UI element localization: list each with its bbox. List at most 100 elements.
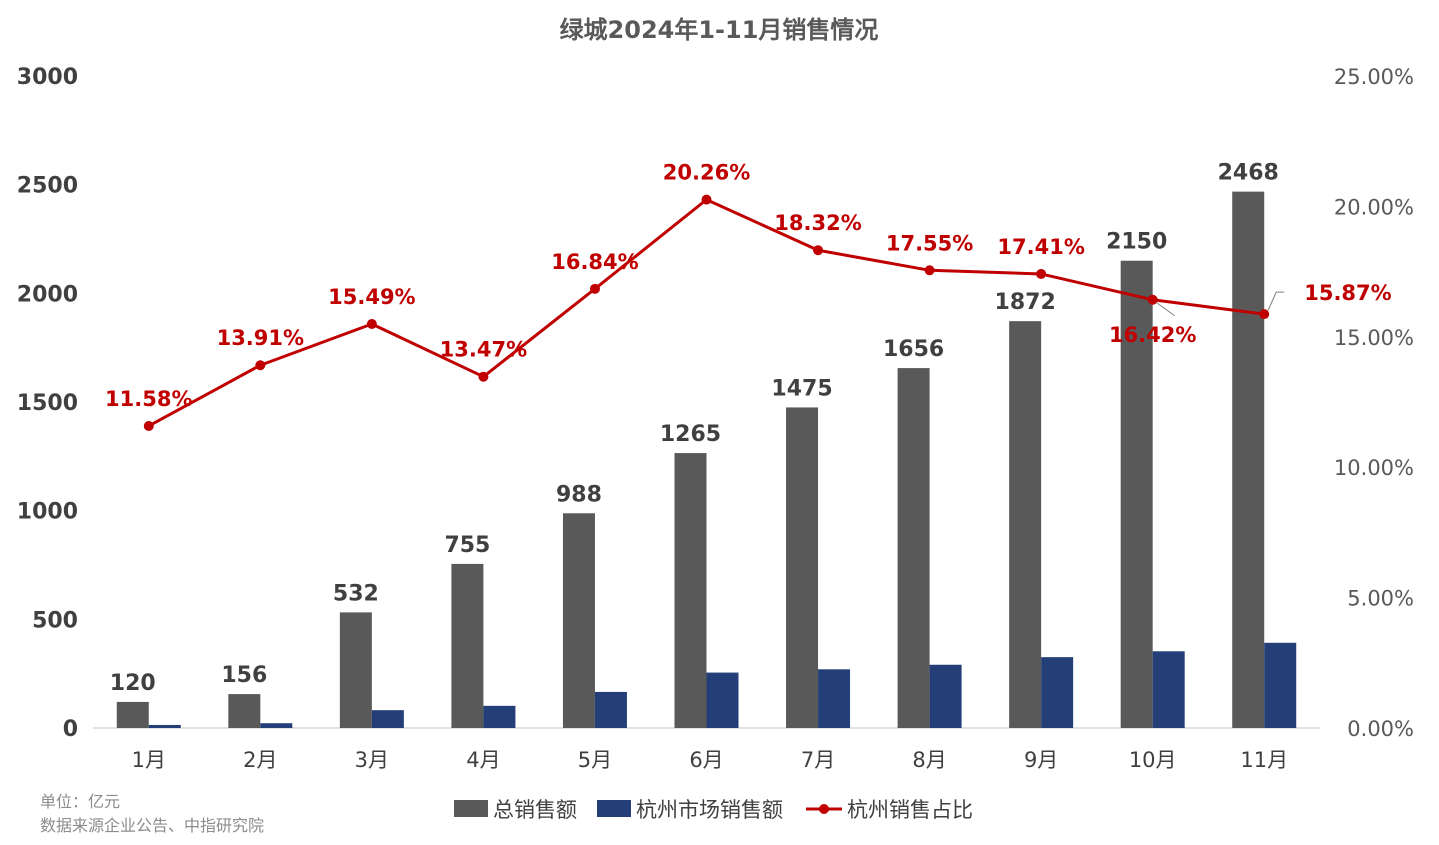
y-tick-label: 500 [32,608,78,633]
y2-tick-label: 25.00% [1334,65,1414,89]
bar-hangzhou-sales [260,723,293,728]
ratio-value-label: 15.87% [1304,281,1391,305]
bar-hangzhou-sales [594,691,627,728]
bar-total-sales [1232,191,1265,728]
ratio-point [589,283,600,294]
y2-tick-label: 10.00% [1334,456,1414,480]
bar-hangzhou-sales [1152,651,1185,728]
ratio-value-label: 13.47% [440,338,527,362]
legend-label-total: 总销售额 [493,798,577,822]
line-series: 11.58% 13.91% 15.49% 13.47% 16.84% 20.26% 18.3… [105,161,1392,431]
ratio-value-label: 13.91% [217,326,304,350]
bar-value-label: 120 [110,671,156,696]
y-tick-label: 2500 [17,174,78,199]
label-leader-line [1267,291,1285,311]
y-tick-label: 1000 [17,500,78,525]
ratio-point [924,265,935,276]
label-leader-line [1156,302,1175,317]
ratio-value-label: 16.84% [551,250,638,274]
ratio-value-label: 20.26% [663,161,750,185]
legend-marker-ratio [819,804,829,814]
legend-label-hangzhou: 杭州市场销售额 [636,798,783,822]
bar-hangzhou-sales [818,669,851,728]
bar-total-sales [1009,321,1042,728]
x-tick-label: 11月 [1240,748,1288,772]
ratio-value-label: 17.55% [886,231,973,255]
bar-total-sales [897,368,930,728]
bar-value-label: 1265 [660,422,721,447]
bar-total-sales [228,694,261,728]
ratio-point [1036,268,1047,279]
bar-value-label: 1872 [995,290,1056,315]
bar-value-label: 532 [333,581,379,606]
x-tick-label: 6月 [689,748,723,772]
x-axis: 1月 2月 3月 4月 5月 6月 7月 8月 9月 10月 11月 [132,748,1289,772]
bar-total-sales [116,701,149,728]
bars [116,191,1297,728]
ratio-value-label: 15.49% [328,285,415,309]
y-tick-label: 1500 [17,391,78,416]
ratio-point [478,371,489,382]
x-tick-label: 10月 [1129,748,1177,772]
bar-value-label: 755 [444,533,490,558]
x-tick-label: 5月 [578,748,612,772]
legend-swatch-total [454,800,488,817]
ratio-point [1147,294,1158,305]
unit-note: 单位：亿元 [40,792,120,811]
ratio-point [255,360,266,371]
ratio-point [143,420,154,431]
bar-hangzhou-sales [371,710,404,728]
ratio-point [813,245,824,256]
y-tick-label: 3000 [17,65,78,90]
bar-value-label: 2468 [1218,161,1279,186]
bar-total-sales [786,407,819,728]
x-tick-label: 9月 [1024,748,1058,772]
bar-hangzhou-sales [148,724,181,728]
ratio-line [148,198,1265,428]
ratio-value-label: 16.42% [1109,323,1196,347]
ratio-point [1259,309,1270,320]
bar-value-label: 988 [556,482,602,507]
bar-value-label: 2150 [1106,230,1167,255]
y2-tick-label: 20.00% [1334,195,1414,219]
bar-hangzhou-sales [1041,657,1074,728]
x-tick-label: 4月 [466,748,500,772]
ratio-point [366,319,377,330]
bar-hangzhou-sales [929,664,962,728]
ratio-value-label: 17.41% [997,235,1084,259]
legend: 总销售额 杭州市场销售额 杭州销售占比 [454,798,973,822]
bar-value-label: 1656 [883,337,944,362]
y-axis-right: 0.00% 5.00% 10.00% 15.00% 20.00% 25.00% [1334,65,1414,741]
bar-hangzhou-sales [1264,642,1297,728]
x-tick-label: 7月 [801,748,835,772]
x-tick-label: 2月 [243,748,277,772]
x-tick-label: 1月 [132,748,166,772]
ratio-point [701,194,712,205]
y-tick-label: 2000 [17,282,78,307]
ratio-value-label: 11.58% [105,387,192,411]
y2-tick-label: 5.00% [1347,587,1414,611]
bar-total-sales [339,612,372,728]
ratio-value-label: 18.32% [774,211,861,235]
bar-value-label: 1475 [771,376,832,401]
source-note: 数据来源企业公告、中指研究院 [40,816,264,835]
y-axis-left: 0 500 1000 1500 2000 2500 3000 [17,65,78,742]
bar-hangzhou-sales [706,672,739,728]
legend-label-ratio: 杭州销售占比 [847,798,973,822]
y2-tick-label: 15.00% [1334,326,1414,350]
chart-title: 绿城2024年1-11月销售情况 [560,16,879,44]
y2-tick-label: 0.00% [1347,717,1414,741]
bar-total-sales [562,513,595,728]
bar-total-sales [1120,260,1153,728]
legend-swatch-hangzhou [597,800,631,817]
y-tick-label: 0 [63,717,78,742]
bar-hangzhou-sales [483,705,516,728]
bar-labels: 120 156 532 755 988 1265 1475 1656 1872 2150 2468 [110,161,1279,696]
bar-total-sales [451,563,484,728]
bar-total-sales [674,453,707,728]
bar-value-label: 156 [221,663,267,688]
x-tick-label: 8月 [912,748,946,772]
x-tick-label: 3月 [355,748,389,772]
